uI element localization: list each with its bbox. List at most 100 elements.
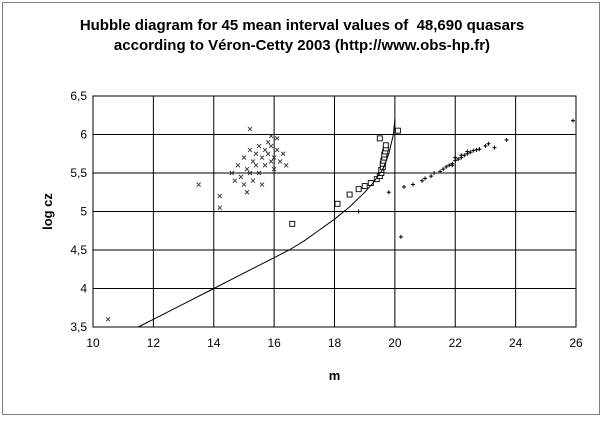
plus-marker-point: [570, 118, 575, 123]
x-marker-point: [247, 147, 253, 153]
x-marker-point: [253, 151, 259, 157]
chart-title-block: Hubble diagram for 45 mean interval valu…: [0, 16, 604, 56]
x-marker-point: [235, 162, 241, 168]
square-marker-point: [289, 220, 296, 227]
x-tick-label: 20: [388, 336, 402, 350]
plus-marker-point: [432, 171, 437, 175]
x-marker-point: [274, 147, 280, 153]
plus-marker-point: [386, 190, 391, 195]
gridlines: [92, 95, 577, 328]
x-marker-point: [256, 170, 262, 176]
x-tick-label: 18: [328, 336, 342, 350]
plus-marker-point: [504, 137, 509, 142]
plus-marker-point: [429, 174, 434, 179]
plus-marker-point: [474, 147, 479, 152]
x-marker-point: [271, 155, 277, 160]
x-tick-label: 12: [147, 336, 161, 350]
chart-title: Hubble diagram for 45 mean interval valu…: [79, 17, 525, 34]
square-marker-point: [382, 142, 389, 149]
x-marker-point: [217, 193, 223, 199]
y-tick-label: 6: [80, 128, 87, 142]
square-marker-point: [346, 191, 353, 198]
square-marker-point: [361, 183, 368, 190]
y-axis-label: log cz: [40, 193, 55, 230]
x-marker-point: [250, 159, 256, 164]
y-tick-label: 4: [80, 282, 87, 296]
x-marker-point: [247, 170, 253, 176]
x-marker-point: [271, 166, 277, 172]
y-tick-label: 4,5: [70, 243, 87, 257]
fit-curve: [138, 119, 396, 328]
plus-marker-point: [441, 167, 446, 172]
x-marker-point: [244, 166, 250, 172]
square-marker-point: [373, 176, 380, 183]
x-marker-point: [217, 205, 223, 210]
plus-marker-point: [401, 184, 406, 189]
x-marker-point: [268, 133, 274, 139]
x-tick-labels: 10 12 14 16 18 20 22 24 26: [86, 336, 583, 350]
x-tick-label: 24: [509, 336, 523, 350]
plus-marker-point: [477, 147, 482, 152]
square-marker-point: [355, 186, 362, 193]
plot-area-border: [92, 95, 577, 328]
x-marker-point: [262, 162, 268, 168]
x-marker-point: [259, 182, 265, 187]
x-marker-point: [283, 162, 289, 168]
plus-marker-point: [420, 178, 425, 183]
x-axis-label: m: [329, 368, 341, 383]
plus-marker-point: [398, 234, 403, 239]
plus-marker-point: [456, 157, 461, 162]
data-marks: [105, 118, 575, 328]
y-tick-label: 5,5: [70, 166, 87, 180]
x-marker-point: [247, 126, 253, 132]
x-marker-point: [280, 151, 286, 157]
x-marker-point: [229, 170, 235, 176]
x-marker-point: [277, 159, 283, 164]
x-marker-point: [268, 143, 274, 149]
y-tick-label: 3,5: [70, 320, 87, 334]
x-tick-label: 22: [449, 336, 463, 350]
x-tick-label: 14: [207, 336, 221, 350]
x-tick-label: 26: [569, 336, 583, 350]
y-tick-label: 5: [80, 205, 87, 219]
x-tick-label: 10: [86, 336, 100, 350]
chart-subtitle: according to Véron-Cetty 2003 (http://ww…: [113, 37, 491, 54]
plus-marker-point: [438, 169, 443, 174]
x-marker-point: [262, 147, 268, 153]
plus-marker-point: [483, 144, 488, 149]
square-marker-point: [394, 127, 401, 134]
plus-marker-point: [471, 148, 476, 153]
x-marker-point: [256, 143, 262, 149]
x-marker-point: [265, 151, 271, 157]
x-marker-point: [265, 139, 271, 145]
x-marker-point: [259, 155, 265, 160]
x-marker-point: [241, 182, 247, 187]
x-marker-point: [244, 189, 250, 195]
plus-marker-point: [356, 209, 361, 214]
x-tick-label: 16: [267, 336, 281, 350]
square-marker-point: [334, 200, 341, 207]
x-marker-point: [105, 316, 111, 322]
x-marker-point: [232, 178, 238, 184]
plus-marker-point: [410, 182, 415, 187]
y-tick-labels: 3,5 4 4,5 5 5,5 6 6,5: [70, 89, 87, 334]
square-marker-point: [376, 135, 383, 142]
plus-marker-point: [465, 149, 470, 154]
plus-marker-point: [453, 155, 458, 160]
plus-marker-point: [459, 153, 464, 158]
plus-marker-point: [492, 145, 497, 150]
x-marker-point: [274, 136, 280, 141]
x-marker-point: [241, 155, 247, 160]
plus-marker-point: [450, 163, 455, 168]
x-marker-point: [250, 178, 256, 184]
x-marker-point: [253, 162, 259, 168]
x-marker-point: [196, 182, 201, 187]
plus-marker-point: [486, 141, 491, 146]
plus-marker-point: [468, 150, 473, 155]
x-marker-point: [268, 159, 274, 164]
plus-marker-point: [444, 164, 449, 169]
chart-frame: [2, 2, 600, 415]
x-marker-point: [238, 174, 244, 180]
y-tick-label: 6,5: [70, 89, 87, 103]
